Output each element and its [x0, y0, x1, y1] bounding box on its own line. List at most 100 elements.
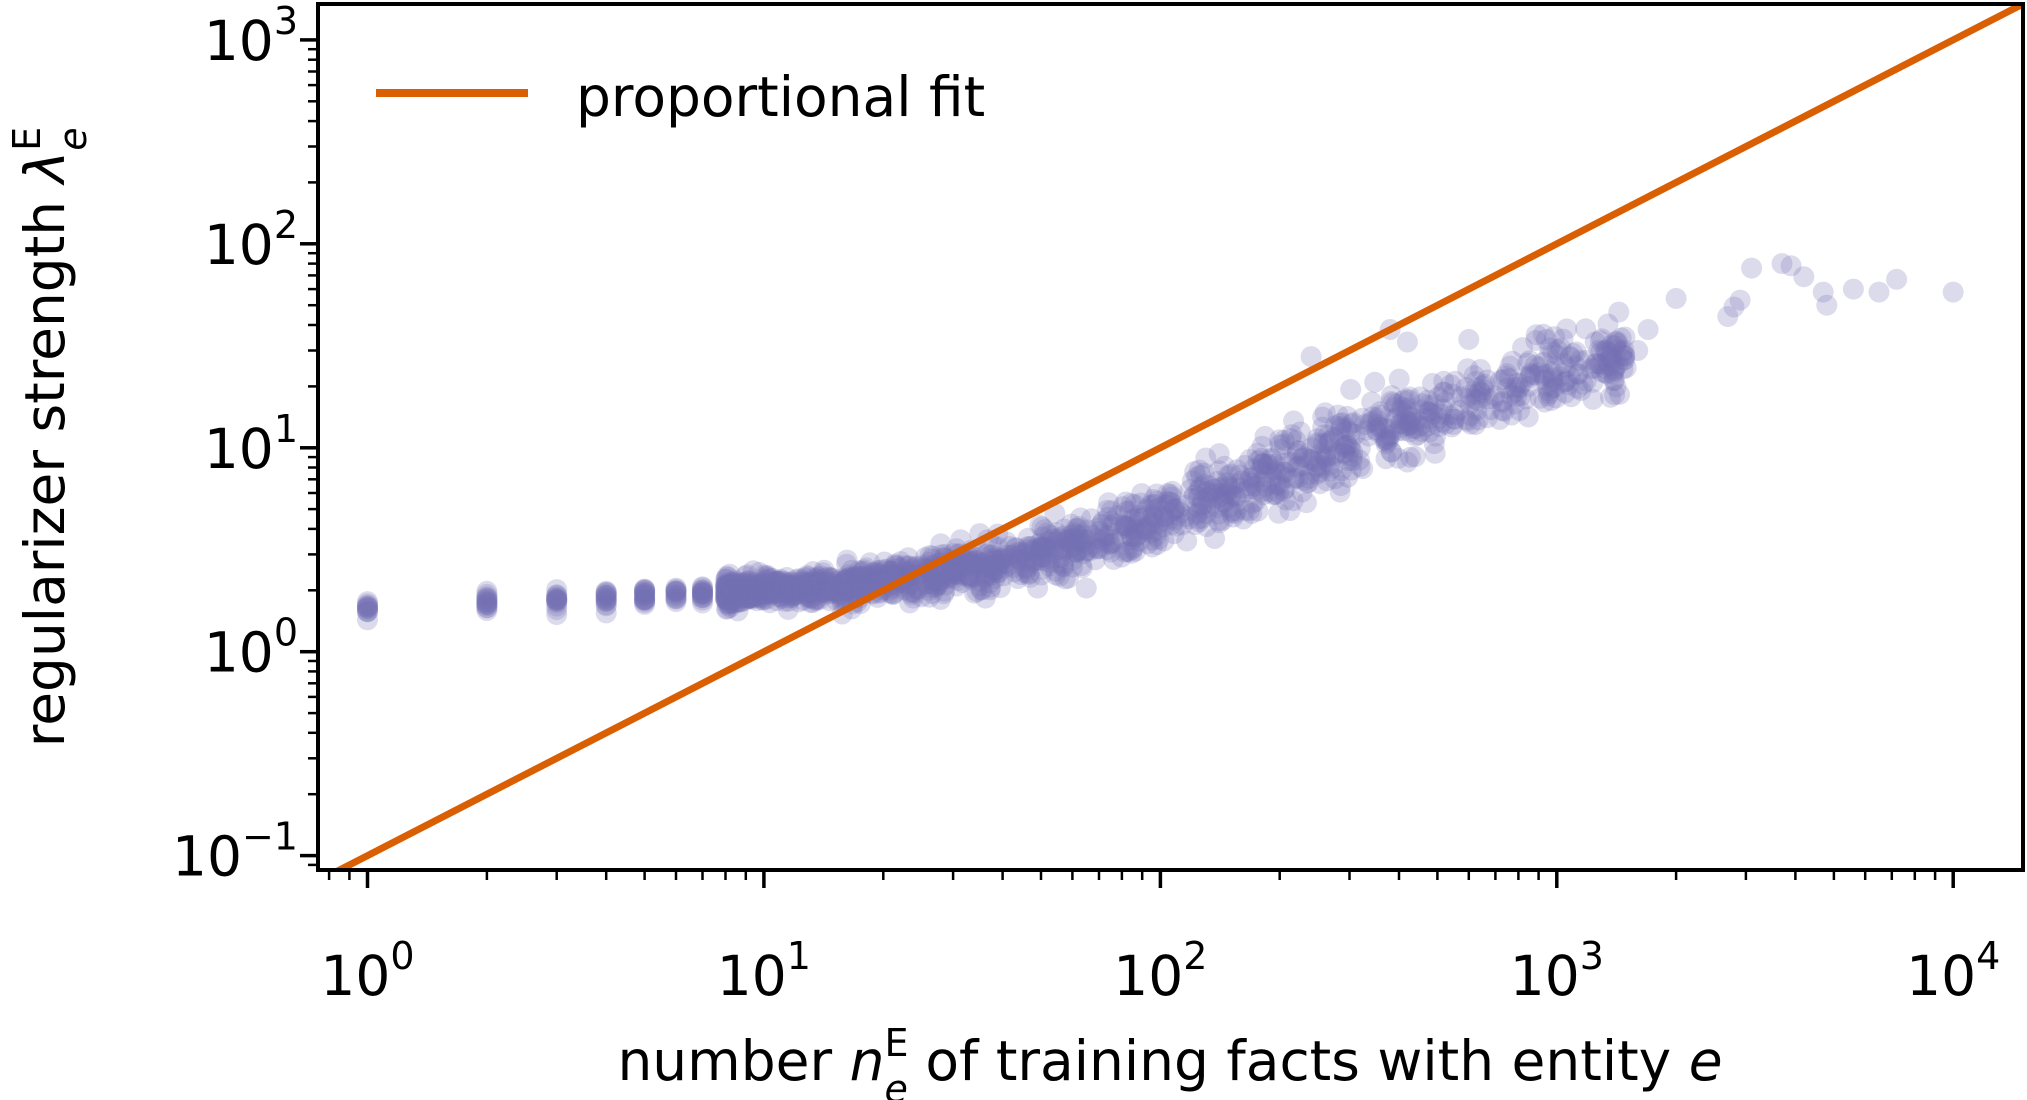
scatter-point — [1380, 418, 1402, 440]
scatter-point — [1588, 353, 1610, 375]
scatter-point — [844, 576, 866, 598]
scatter-point — [751, 580, 773, 602]
y-tick-label: 100 — [204, 611, 298, 685]
scatter-point — [1525, 330, 1547, 351]
scatter-point — [1143, 514, 1165, 536]
scatter-point — [1565, 341, 1587, 363]
scatter-point — [1435, 413, 1457, 435]
scatter-point — [1614, 345, 1636, 367]
scatter-point — [1018, 563, 1040, 585]
scatter-point — [1032, 526, 1054, 548]
scatter-point — [715, 571, 737, 593]
scatter-point — [851, 570, 873, 592]
scatter-point — [1351, 407, 1373, 429]
scatter-point — [1230, 477, 1252, 499]
scatter-point — [1038, 555, 1060, 577]
scatter-point — [975, 567, 997, 589]
proportional-fit-line-group — [331, 4, 2023, 870]
scatter-point — [546, 590, 568, 612]
scatter-point — [729, 577, 750, 599]
scatter-point — [717, 575, 739, 597]
scatter-point — [797, 566, 819, 588]
scatter-point — [772, 581, 794, 603]
scatter-point — [1141, 522, 1163, 544]
scatter-point — [751, 587, 772, 609]
scatter-point — [1123, 519, 1145, 541]
scatter-point — [1255, 476, 1277, 498]
scatter-point — [476, 592, 498, 614]
scatter-point — [1283, 410, 1305, 432]
scatter-point — [838, 567, 860, 588]
scatter-point — [998, 554, 1020, 576]
scatter-point — [799, 582, 821, 604]
scatter-point — [1559, 346, 1581, 368]
scatter-point — [863, 561, 885, 583]
scatter-point — [1066, 541, 1088, 563]
scatter-point — [1309, 473, 1331, 495]
scatter-point — [806, 568, 828, 590]
scatter-point — [1319, 444, 1341, 466]
scatter-point — [1273, 433, 1295, 455]
scatter-point — [1606, 332, 1628, 354]
scatter-point — [1111, 546, 1133, 568]
scatter-point — [1269, 434, 1291, 456]
scatter-point — [1287, 467, 1309, 489]
scatter-point — [1306, 463, 1328, 485]
scatter-point — [1252, 453, 1274, 475]
scatter-point — [837, 580, 858, 602]
scatter-point — [1388, 368, 1410, 390]
scatter-point — [1565, 355, 1587, 377]
scatter-point — [1614, 326, 1636, 348]
scatter-point — [744, 580, 766, 602]
scatter-point — [1519, 375, 1540, 397]
scatter-point — [1560, 386, 1582, 408]
scatter-point — [595, 590, 617, 612]
scatter-point — [831, 586, 852, 608]
scatter-point — [1134, 516, 1156, 538]
scatter-point — [1078, 528, 1100, 550]
scatter-point — [1046, 530, 1068, 552]
scatter-point — [1091, 530, 1113, 552]
scatter-point — [843, 576, 865, 598]
scatter-point — [845, 577, 867, 599]
scatter-point — [1229, 464, 1251, 486]
scatter-point — [755, 565, 777, 587]
scatter-point — [1089, 520, 1111, 542]
scatter-point — [864, 565, 886, 587]
scatter-point — [1283, 469, 1304, 491]
scatter-point — [1272, 453, 1294, 475]
scatter-point — [755, 583, 777, 605]
scatter-point — [1398, 414, 1420, 436]
scatter-point — [1052, 540, 1074, 562]
scatter-point — [1134, 506, 1156, 528]
scatter-point — [357, 597, 378, 619]
scatter-point — [1130, 492, 1152, 514]
scatter-point — [1324, 468, 1346, 490]
scatter-point — [1268, 482, 1290, 504]
scatter-point — [962, 551, 984, 572]
scatter-point — [831, 571, 853, 593]
scatter-point — [1191, 507, 1213, 529]
scatter-point — [820, 566, 842, 588]
scatter-point — [692, 580, 713, 602]
scatter-point — [992, 548, 1014, 570]
scatter-point — [634, 589, 656, 611]
scatter-point — [801, 587, 823, 609]
scatter-point — [1157, 490, 1178, 512]
scatter-point — [939, 562, 961, 584]
scatter-point — [1396, 410, 1418, 432]
scatter-point — [665, 578, 687, 600]
scatter-point — [1553, 372, 1574, 394]
scatter-point — [866, 560, 888, 582]
scatter-point — [1547, 344, 1569, 366]
scatter-point — [778, 574, 799, 596]
scatter-point — [1146, 490, 1168, 512]
scatter-point — [906, 577, 928, 599]
scatter-point — [823, 580, 845, 602]
x-tick-exp: 2 — [1183, 934, 1207, 978]
scatter-point — [1136, 499, 1157, 520]
scatter-point — [806, 580, 828, 602]
scatter-point — [1326, 442, 1348, 464]
scatter-point — [766, 580, 788, 602]
scatter-point — [1331, 412, 1353, 434]
